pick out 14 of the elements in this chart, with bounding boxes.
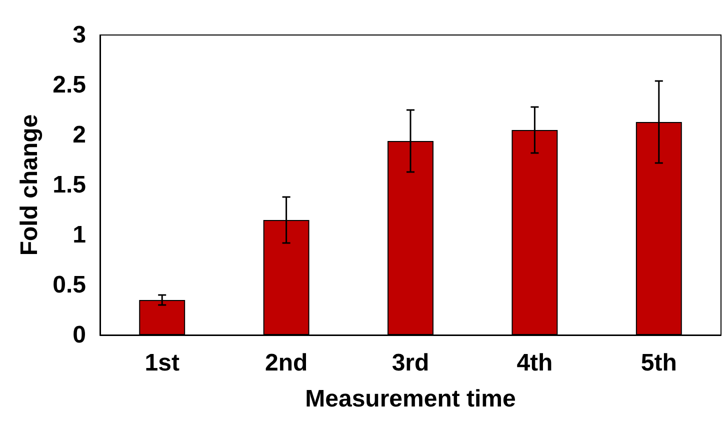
y-tick-label: 2.5 bbox=[52, 72, 86, 98]
x-tick-label: 2nd bbox=[264, 350, 308, 376]
y-axis-title: Fold change bbox=[16, 114, 44, 256]
y-tick-label: 1.5 bbox=[52, 172, 86, 198]
y-tick-label: 0 bbox=[72, 322, 86, 348]
y-tick-label: 1 bbox=[72, 222, 86, 248]
x-tick-label: 3rd bbox=[392, 350, 430, 376]
x-tick-label: 4th bbox=[516, 350, 553, 376]
y-tick-label: 2 bbox=[72, 122, 86, 148]
x-tick-label: 5th bbox=[640, 350, 677, 376]
y-tick-label: 3 bbox=[72, 22, 86, 48]
y-tick-label: 0.5 bbox=[52, 272, 86, 298]
x-axis-title: Measurement time bbox=[305, 386, 516, 412]
x-tick-label: 1st bbox=[144, 350, 180, 376]
